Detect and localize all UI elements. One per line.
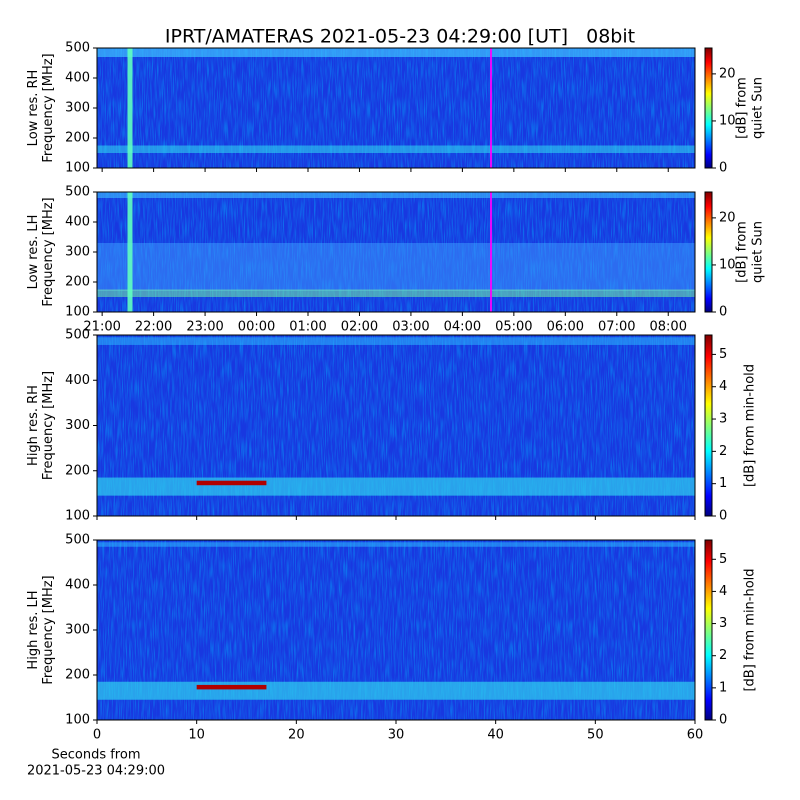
y-tick-label: 500 <box>65 328 90 343</box>
texture-band <box>97 192 695 198</box>
colorbar-label: [dB] from <box>735 221 750 283</box>
y-tick-label: 100 <box>65 509 90 524</box>
y-tick-label: 200 <box>65 275 90 290</box>
y-tick-label: 100 <box>65 713 90 728</box>
x-tick-label: 04:00 <box>444 320 481 335</box>
y-axis-label: High res. RH <box>26 385 41 466</box>
colorbar-tick-label: 4 <box>719 379 727 394</box>
x-tick-label: 40 <box>487 728 504 743</box>
colorbar-tick-label: 20 <box>719 66 736 81</box>
colorbar-tick-label: 10 <box>719 257 736 272</box>
texture-line <box>490 48 492 168</box>
x-tick-label: 00:00 <box>238 320 275 335</box>
y-tick-label: 100 <box>65 161 90 176</box>
x-tick-label: 0 <box>93 728 101 743</box>
x-tick-label: 20 <box>288 728 305 743</box>
texture-band <box>97 289 695 297</box>
y-tick-label: 400 <box>65 578 90 593</box>
y-tick-label: 200 <box>65 463 90 478</box>
colorbar-tick-label: 2 <box>719 648 727 663</box>
colorbar <box>704 47 713 169</box>
texture-band <box>97 681 695 700</box>
x-tick-label: 23:00 <box>186 320 223 335</box>
colorbar-tick-label: 2 <box>719 444 727 459</box>
y-tick-label: 400 <box>65 71 90 86</box>
colorbar-tick-label: 3 <box>719 616 727 631</box>
y-axis-label: High res. LH <box>26 590 41 669</box>
y-tick-label: 400 <box>65 215 90 230</box>
texture-line <box>490 192 492 312</box>
colorbar-tick-label: 1 <box>719 680 727 695</box>
y-tick-label: 200 <box>65 668 90 683</box>
colorbar-tick-label: 4 <box>719 584 727 599</box>
colorbar-tick-label: 0 <box>719 305 727 320</box>
x-tick-label: 08:00 <box>650 320 687 335</box>
texture-band <box>97 477 695 496</box>
x-tick-label: 22:00 <box>135 320 172 335</box>
y-tick-label: 500 <box>65 533 90 548</box>
y-axis-label: Frequency [MHz] <box>41 197 56 306</box>
texture-band <box>97 243 695 291</box>
x-tick-label: 30 <box>388 728 405 743</box>
texture-band <box>97 337 695 345</box>
y-tick-label: 300 <box>65 101 90 116</box>
x-tick-label: 03:00 <box>392 320 429 335</box>
texture-band <box>97 48 695 57</box>
x-tick-label: 01:00 <box>289 320 326 335</box>
colorbar <box>704 539 713 721</box>
x-tick-label: 21:00 <box>83 320 120 335</box>
y-axis-label: Frequency [MHz] <box>41 53 56 162</box>
heatmap <box>97 192 695 312</box>
x-tick-label: 06:00 <box>547 320 584 335</box>
x-tick-label: 07:00 <box>598 320 635 335</box>
y-tick-label: 400 <box>65 373 90 388</box>
y-axis-label: Frequency [MHz] <box>41 575 56 684</box>
colorbar-tick-label: 10 <box>719 113 736 128</box>
texture-block <box>196 684 267 690</box>
y-tick-label: 300 <box>65 245 90 260</box>
colorbar-tick-label: 0 <box>719 509 727 524</box>
y-tick-label: 200 <box>65 131 90 146</box>
x-tick-label: 05:00 <box>495 320 532 335</box>
y-tick-label: 300 <box>65 623 90 638</box>
x-tick-label: 10 <box>188 728 205 743</box>
heatmap <box>97 540 695 720</box>
x-axis-label: 2021-05-23 04:29:00 <box>27 764 165 779</box>
colorbar-label: quiet Sun <box>751 221 766 283</box>
texture-block <box>196 480 267 486</box>
x-tick-label: 02:00 <box>341 320 378 335</box>
texture-line <box>127 192 133 312</box>
colorbar-label: [dB] from min-hold <box>743 364 758 487</box>
x-axis-label: Seconds from <box>51 748 140 763</box>
colorbar <box>704 191 713 313</box>
y-axis-label: Low res. LH <box>26 215 41 290</box>
colorbar-tick-label: 1 <box>719 476 727 491</box>
y-axis-label: Frequency [MHz] <box>41 371 56 480</box>
colorbar-label: [dB] from <box>735 77 750 139</box>
colorbar-tick-label: 0 <box>719 161 727 176</box>
colorbar-tick-label: 3 <box>719 412 727 427</box>
y-tick-label: 500 <box>65 41 90 56</box>
x-tick-label: 60 <box>687 728 704 743</box>
colorbar <box>704 334 713 517</box>
colorbar-tick-label: 0 <box>719 713 727 728</box>
y-tick-label: 500 <box>65 185 90 200</box>
colorbar-label: [dB] from min-hold <box>743 568 758 691</box>
y-axis-label: Low res. RH <box>26 70 41 147</box>
chart-title: IPRT/AMATERAS 2021-05-23 04:29:00 [UT] 0… <box>165 26 635 48</box>
y-tick-label: 100 <box>65 305 90 320</box>
colorbar-tick-label: 5 <box>719 552 727 567</box>
y-tick-label: 300 <box>65 418 90 433</box>
heatmap <box>97 48 695 168</box>
texture-band <box>97 145 695 153</box>
colorbar-label: quiet Sun <box>751 77 766 139</box>
x-tick-label: 50 <box>587 728 604 743</box>
heatmap <box>97 335 695 516</box>
texture-band <box>97 542 695 547</box>
colorbar-tick-label: 20 <box>719 210 736 225</box>
texture-line <box>127 48 133 168</box>
colorbar-tick-label: 5 <box>719 347 727 362</box>
